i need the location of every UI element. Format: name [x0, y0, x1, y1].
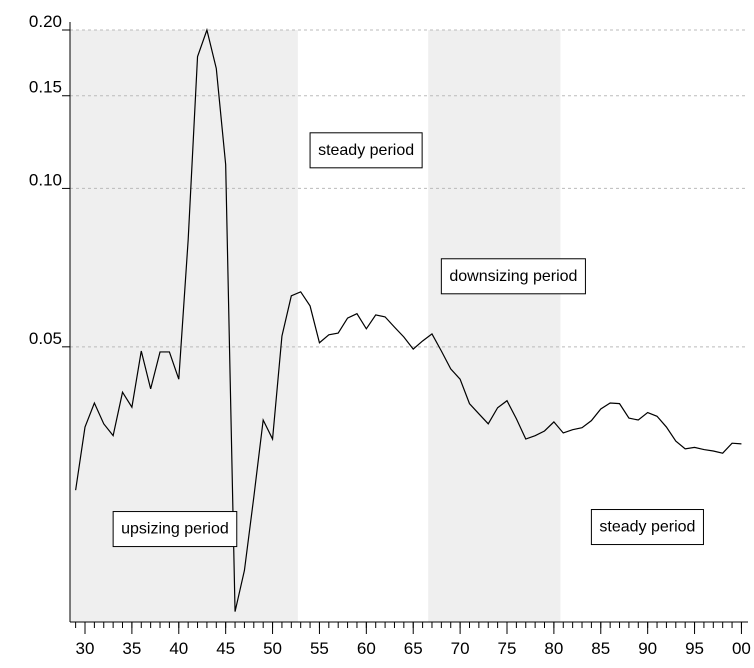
data-line [75, 27, 742, 612]
x-tick-label: 30 [76, 639, 95, 658]
x-tick-label: 55 [310, 639, 329, 658]
x-tick-label: 65 [404, 639, 423, 658]
x-tick-label: 60 [357, 639, 376, 658]
annotation: steady period [599, 519, 695, 536]
shaded-span [428, 30, 561, 622]
y-tick-label: 0.15 [29, 78, 62, 97]
x-tick-label: 90 [638, 639, 657, 658]
y-tick-label: 0.05 [29, 329, 62, 348]
x-tick-label: 95 [685, 639, 704, 658]
annotation-box [112, 511, 238, 548]
y-tick-label: 0.20 [29, 12, 62, 31]
x-tick-label: 35 [122, 639, 141, 658]
annotation: downsizing period [449, 268, 577, 285]
x-tick-label: 40 [169, 639, 188, 658]
annotation: upsizing period [121, 521, 229, 538]
x-tick-label: 45 [216, 639, 235, 658]
y-tick-label: 0.10 [29, 170, 62, 189]
x-tick-label: 85 [591, 639, 610, 658]
annotation-box [590, 509, 704, 546]
x-tick-label: 75 [498, 639, 517, 658]
annotation: steady period [318, 142, 414, 159]
x-tick-label: 00 [732, 639, 751, 658]
annotation-box [309, 132, 423, 169]
x-tick-label: 80 [544, 639, 563, 658]
x-tick-label: 50 [263, 639, 282, 658]
x-tick-label: 70 [451, 639, 470, 658]
annotation-box [440, 258, 586, 295]
